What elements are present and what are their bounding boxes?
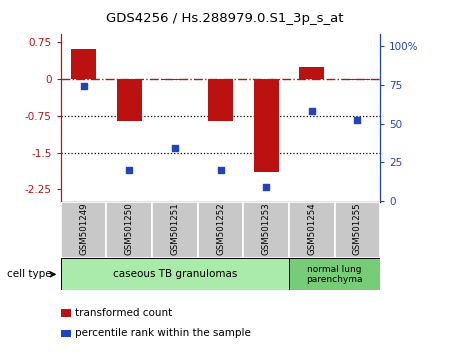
Bar — [208, 79, 233, 121]
Text: normal lung
parenchyma: normal lung parenchyma — [306, 265, 363, 284]
Text: GSM501253: GSM501253 — [261, 202, 270, 255]
Point — [262, 184, 270, 190]
Point — [126, 167, 133, 173]
Text: GSM501255: GSM501255 — [353, 202, 362, 255]
Bar — [345, 79, 370, 80]
Bar — [152, 202, 198, 258]
Bar — [289, 258, 380, 290]
Text: GSM501251: GSM501251 — [171, 202, 180, 255]
Point — [308, 108, 315, 114]
Bar — [243, 202, 289, 258]
Point — [354, 118, 361, 123]
Bar — [335, 202, 380, 258]
Bar — [61, 309, 71, 317]
Bar — [289, 202, 335, 258]
Text: caseous TB granulomas: caseous TB granulomas — [112, 269, 237, 279]
Text: percentile rank within the sample: percentile rank within the sample — [75, 329, 251, 338]
Point — [171, 145, 179, 151]
Point — [80, 84, 87, 89]
Text: GSM501254: GSM501254 — [307, 202, 316, 255]
Bar — [162, 79, 187, 80]
Bar — [198, 202, 243, 258]
Text: GSM501250: GSM501250 — [125, 202, 134, 255]
Bar — [106, 202, 152, 258]
Bar — [61, 330, 71, 337]
Bar — [299, 67, 324, 79]
Text: cell type: cell type — [7, 269, 51, 279]
Text: transformed count: transformed count — [75, 308, 172, 318]
Bar — [61, 202, 106, 258]
Text: GSM501249: GSM501249 — [79, 202, 88, 255]
Bar — [61, 258, 289, 290]
Bar — [117, 79, 142, 121]
Bar — [71, 49, 96, 79]
Text: GSM501252: GSM501252 — [216, 202, 225, 255]
Text: GDS4256 / Hs.288979.0.S1_3p_s_at: GDS4256 / Hs.288979.0.S1_3p_s_at — [106, 12, 344, 25]
Bar — [254, 79, 279, 172]
Point — [217, 167, 224, 173]
